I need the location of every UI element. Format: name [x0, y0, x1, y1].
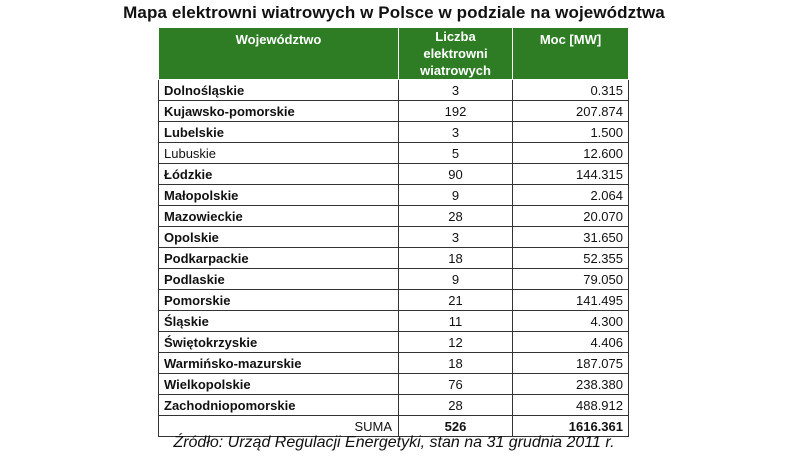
- voivodeship-cell: Lubelskie: [158, 121, 399, 143]
- count-cell: 9: [398, 268, 513, 290]
- table-row: Pomorskie 21 141.495: [158, 289, 629, 311]
- table-row: Zachodniopomorskie 28 488.912: [158, 394, 629, 416]
- count-cell: 28: [398, 394, 513, 416]
- voivodeship-cell: Kujawsko-pomorskie: [158, 100, 399, 122]
- count-cell: 90: [398, 163, 513, 185]
- power-cell: 20.070: [512, 205, 629, 227]
- power-cell: 141.495: [512, 289, 629, 311]
- count-cell: 5: [398, 142, 513, 164]
- header-power: Moc [MW]: [512, 27, 629, 80]
- power-cell: 79.050: [512, 268, 629, 290]
- table-row: Lubuskie 5 12.600: [158, 142, 629, 164]
- voivodeship-cell: Świętokrzyskie: [158, 331, 399, 353]
- table-row: Łódzkie 90 144.315: [158, 163, 629, 185]
- count-cell: 11: [398, 310, 513, 332]
- power-cell: 238.380: [512, 373, 629, 395]
- count-cell: 18: [398, 352, 513, 374]
- voivodeship-cell: Opolskie: [158, 226, 399, 248]
- voivodeship-cell: Mazowieckie: [158, 205, 399, 227]
- power-cell: 2.064: [512, 184, 629, 206]
- table-row: Świętokrzyskie 12 4.406: [158, 331, 629, 353]
- table-row: Mazowieckie 28 20.070: [158, 205, 629, 227]
- count-cell: 3: [398, 121, 513, 143]
- voivodeship-cell: Warmińsko-mazurskie: [158, 352, 399, 374]
- table-header: Województwo Liczba elektrowni wiatrowych…: [158, 27, 629, 80]
- count-cell: 9: [398, 184, 513, 206]
- total-row: SUMA 526 1616.361: [158, 415, 629, 437]
- voivodeship-cell: Łódzkie: [158, 163, 399, 185]
- page-title: Mapa elektrowni wiatrowych w Polsce w po…: [123, 3, 665, 22]
- count-cell: 192: [398, 100, 513, 122]
- table-row: Lubelskie 3 1.500: [158, 121, 629, 143]
- count-cell: 76: [398, 373, 513, 395]
- power-cell: 207.874: [512, 100, 629, 122]
- voivodeship-cell: Dolnośląskie: [158, 79, 399, 101]
- count-cell: 18: [398, 247, 513, 269]
- power-cell: 144.315: [512, 163, 629, 185]
- wind-farms-table: Województwo Liczba elektrowni wiatrowych…: [158, 27, 629, 437]
- power-cell: 4.300: [512, 310, 629, 332]
- power-cell: 4.406: [512, 331, 629, 353]
- count-cell: 3: [398, 226, 513, 248]
- table-row: Podkarpackie 18 52.355: [158, 247, 629, 269]
- count-cell: 3: [398, 79, 513, 101]
- table-row: Dolnośląskie 3 0.315: [158, 79, 629, 101]
- header-count: Liczba elektrowni wiatrowych: [398, 27, 513, 80]
- table-body: Dolnośląskie 3 0.315 Kujawsko-pomorskie 192 2…: [158, 79, 629, 416]
- table-row: Małopolskie 9 2.064: [158, 184, 629, 206]
- power-cell: 31.650: [512, 226, 629, 248]
- table-row: Opolskie 3 31.650: [158, 226, 629, 248]
- voivodeship-cell: Małopolskie: [158, 184, 399, 206]
- voivodeship-cell: Lubuskie: [158, 142, 399, 164]
- voivodeship-cell: Podkarpackie: [158, 247, 399, 269]
- power-cell: 187.075: [512, 352, 629, 374]
- header-row: Województwo Liczba elektrowni wiatrowych…: [158, 27, 629, 80]
- voivodeship-cell: Wielkopolskie: [158, 373, 399, 395]
- power-cell: 0.315: [512, 79, 629, 101]
- voivodeship-cell: Pomorskie: [158, 289, 399, 311]
- voivodeship-cell: Zachodniopomorskie: [158, 394, 399, 416]
- voivodeship-cell: Podlaskie: [158, 268, 399, 290]
- table-row: Wielkopolskie 76 238.380: [158, 373, 629, 395]
- source-note: Źródło: Urząd Regulacji Energetyki, stan…: [173, 434, 615, 451]
- power-cell: 12.600: [512, 142, 629, 164]
- table-row: Podlaskie 9 79.050: [158, 268, 629, 290]
- count-cell: 21: [398, 289, 513, 311]
- table-row: Kujawsko-pomorskie 192 207.874: [158, 100, 629, 122]
- count-cell: 28: [398, 205, 513, 227]
- count-cell: 12: [398, 331, 513, 353]
- voivodeship-cell: Śląskie: [158, 310, 399, 332]
- total-power: 1616.361: [512, 415, 629, 437]
- header-voivodeship: Województwo: [158, 27, 399, 80]
- table-row: Warmińsko-mazurskie 18 187.075: [158, 352, 629, 374]
- power-cell: 488.912: [512, 394, 629, 416]
- total-label: SUMA: [158, 415, 399, 437]
- power-cell: 1.500: [512, 121, 629, 143]
- table-row: Śląskie 11 4.300: [158, 310, 629, 332]
- power-cell: 52.355: [512, 247, 629, 269]
